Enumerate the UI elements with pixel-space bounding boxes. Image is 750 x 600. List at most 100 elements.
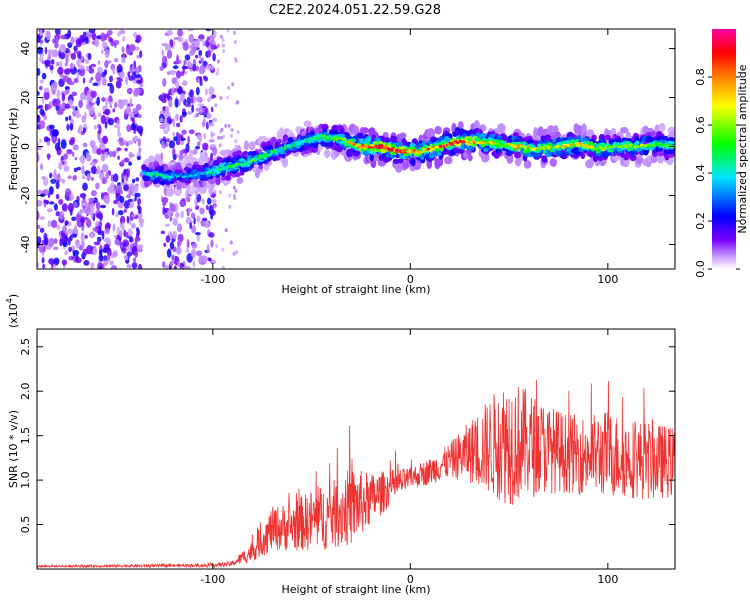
noise-blob [228, 193, 232, 198]
noise-blob [199, 136, 203, 143]
noise-blob [219, 190, 222, 195]
noise-blob [38, 56, 44, 63]
spectrum-blob [575, 139, 579, 143]
noise-blob [176, 122, 181, 128]
spectrum-blob [397, 158, 404, 164]
noise-blob [132, 117, 135, 125]
noise-blob [117, 155, 120, 160]
spectrum-blob [669, 141, 675, 145]
noise-blob [233, 196, 237, 200]
spectrum-blob [392, 158, 400, 164]
noise-blob [210, 239, 214, 248]
noise-blob [162, 106, 166, 112]
noise-blob [198, 255, 205, 264]
noise-blob [162, 201, 166, 207]
spectrum-blob [422, 149, 426, 152]
noise-blob [187, 29, 194, 32]
spectrum-blob [670, 129, 675, 139]
spectrum-blob [190, 172, 194, 175]
spectrum-blob [619, 126, 629, 134]
noise-blob [134, 46, 140, 52]
spectrum-blob [575, 144, 581, 147]
spectrum-blob [420, 153, 425, 161]
noise-blob [96, 165, 101, 172]
noise-blob [125, 105, 130, 114]
noise-blob [63, 165, 70, 172]
noise-blob [185, 248, 190, 253]
noise-blob [49, 172, 53, 179]
noise-blob [200, 57, 204, 64]
spectrum-blob [549, 158, 557, 167]
noise-blob [219, 129, 223, 134]
noise-blob [105, 222, 111, 229]
noise-blob [160, 123, 167, 130]
noise-blob [216, 59, 220, 64]
snr-scale-label: (x104) [5, 294, 20, 328]
spectrum-blob [537, 126, 544, 138]
noise-blob [46, 208, 53, 213]
noise-blob [215, 71, 219, 76]
noise-blob [169, 216, 173, 222]
spectrum-blob [391, 152, 397, 155]
noise-blob [137, 125, 144, 135]
noise-blob [108, 95, 113, 102]
noise-blob [84, 235, 88, 239]
noise-blob [211, 94, 217, 99]
noise-blob [92, 114, 97, 120]
noise-blob [115, 80, 122, 89]
noise-blob [161, 55, 168, 64]
noise-blob [234, 188, 238, 193]
noise-blob [96, 148, 102, 156]
noise-blob [165, 138, 170, 143]
noise-blob [103, 259, 109, 266]
spectrum-blob [269, 153, 273, 156]
spectrum-blob [557, 148, 562, 151]
noise-blob [62, 225, 67, 234]
spectrum-blob [508, 135, 513, 142]
noise-blob [180, 210, 185, 219]
noise-blob [117, 78, 124, 83]
noise-blob [125, 168, 130, 178]
noise-blob [44, 46, 48, 55]
spectrum-blob [369, 153, 375, 162]
noise-blob [81, 175, 86, 180]
spectrum-blob [635, 156, 644, 164]
noise-blob [192, 63, 197, 72]
noise-blob [75, 257, 82, 264]
noise-blob [163, 129, 169, 135]
noise-blob [48, 186, 54, 195]
spectrum-blob [635, 140, 640, 145]
noise-blob [59, 51, 66, 60]
noise-blob [175, 70, 182, 79]
spectrum-blob [200, 167, 207, 172]
spectrum-blob [198, 186, 207, 194]
noise-blob [197, 141, 201, 148]
noise-blob [198, 49, 203, 57]
noise-blob [82, 77, 86, 84]
colorbar-tick-label: 0.6 [694, 116, 707, 134]
noise-blob [186, 96, 192, 105]
noise-blob [189, 89, 194, 98]
noise-blob [88, 67, 95, 74]
noise-blob [182, 80, 188, 86]
noise-blob [37, 105, 41, 110]
noise-blob [135, 177, 140, 182]
noise-blob [49, 64, 54, 71]
noise-blob [117, 31, 121, 37]
noise-blob [122, 100, 129, 106]
noise-blob [118, 63, 122, 70]
noise-blob [137, 198, 142, 205]
noise-blob [72, 175, 78, 181]
noise-blob [175, 79, 180, 89]
noise-blob [125, 48, 132, 55]
spectrum-blob [630, 150, 635, 157]
noise-blob [125, 75, 128, 86]
noise-blob [104, 151, 109, 159]
noise-blob [109, 75, 113, 83]
colorbar-tick-label: 0.4 [694, 164, 707, 182]
noise-blob [97, 236, 102, 243]
noise-blob [189, 222, 193, 230]
spectrum-blob [399, 132, 407, 139]
noise-blob [199, 207, 205, 215]
noise-blob [192, 148, 198, 155]
